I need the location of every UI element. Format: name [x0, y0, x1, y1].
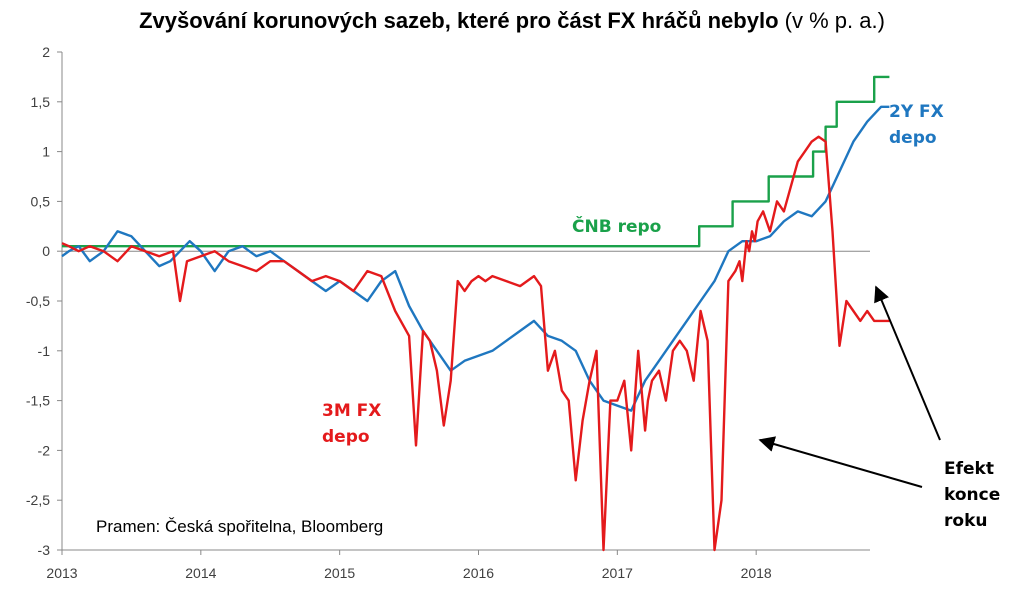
label-efekt-konce-roku: roku: [944, 511, 987, 531]
x-tick-label: 2014: [185, 565, 216, 581]
chart-title-main: Zvyšování korunových sazeb, které pro čá…: [139, 8, 779, 33]
y-tick-label: 0,5: [31, 193, 51, 209]
x-tick-label: 2015: [324, 565, 355, 581]
source-note: Pramen: Česká spořitelna, Bloomberg: [96, 517, 383, 536]
x-tick-label: 2016: [463, 565, 494, 581]
y-tick-label: -1: [38, 343, 51, 359]
y-tick-label: 0: [42, 243, 50, 259]
series-lines: [61, 75, 890, 552]
label-efekt-konce-roku: Efekt: [944, 459, 994, 479]
label-3m-fx-depo: 3M FX: [322, 401, 381, 421]
y-tick-label: -0,5: [26, 293, 50, 309]
series-line-nb-repo: [62, 75, 890, 248]
label-cnb-repo: ČNB repo: [572, 215, 661, 237]
x-tick-label: 2018: [741, 565, 772, 581]
y-tick-label: 2: [42, 44, 50, 60]
series-labels: ČNB repo 2Y FX depo 3M FX depo Efekt konce roku: [322, 102, 1000, 531]
y-tick-label: -3: [38, 542, 51, 558]
x-tick-label: 2017: [602, 565, 633, 581]
y-tick-label: 1: [42, 144, 50, 160]
y-tick-label: -2: [38, 442, 51, 458]
series-line-3m-fx-depo: [61, 135, 890, 552]
chart-title: Zvyšování korunových sazeb, které pro čá…: [0, 8, 1024, 34]
chart-title-unit: (v % p. a.): [784, 8, 885, 33]
label-2y-fx-depo: 2Y FX: [889, 102, 944, 122]
label-3m-fx-depo: depo: [322, 427, 370, 447]
label-efekt-konce-roku: konce: [944, 485, 1000, 505]
y-tick-label: -2,5: [26, 492, 50, 508]
arrow-to-2017-end: [758, 436, 923, 488]
x-tick-label: 2013: [46, 565, 77, 581]
arrow-to-2018-end: [874, 285, 941, 441]
y-tick-label: 1,5: [31, 94, 51, 110]
series-line-2y-fx-depo: [61, 105, 890, 412]
y-tick-label: -1,5: [26, 393, 50, 409]
label-2y-fx-depo: depo: [889, 128, 937, 148]
axes: -3 -2,5 -2 -1,5 -1 -0,5 0 0,5 1 1,5 2 2013 2014 2015 2…: [26, 44, 870, 581]
